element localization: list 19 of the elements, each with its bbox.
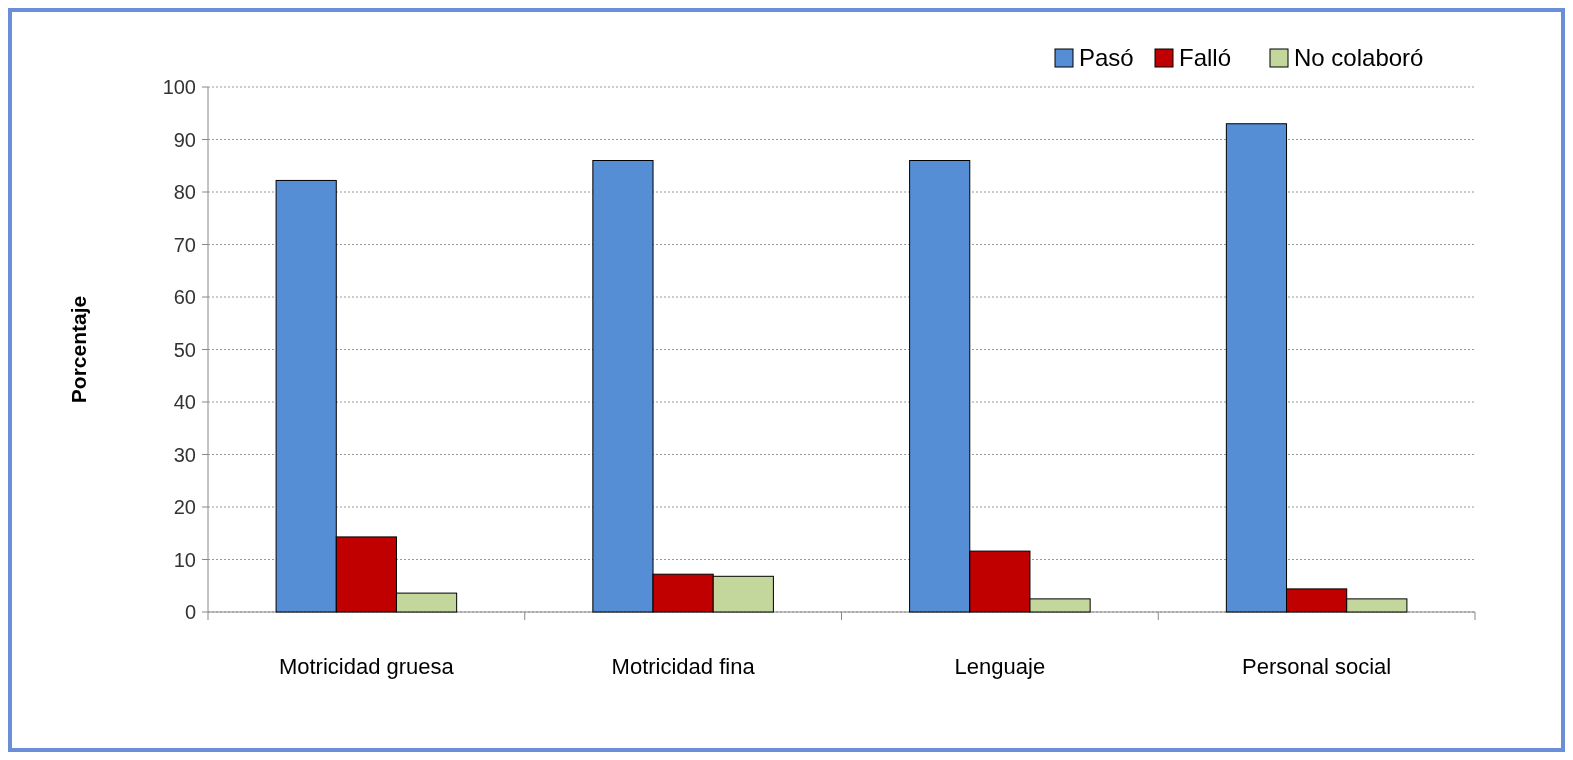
y-tick-label: 80 — [173, 181, 196, 203]
x-tick-label: Motricidad fina — [611, 654, 756, 679]
x-tick-label: Motricidad gruesa — [278, 654, 455, 679]
y-tick-label: 0 — [184, 601, 196, 623]
y-tick-label: 40 — [173, 391, 196, 413]
y-tick-label: 70 — [173, 233, 196, 256]
y-tick-label: 50 — [173, 338, 196, 361]
y-tick-label: 100 — [162, 76, 196, 98]
x-tick-label: Lenguaje — [954, 654, 1046, 679]
legend-label: No colaboró — [1294, 44, 1424, 72]
y-tick-label: 30 — [173, 443, 196, 466]
y-tick-label: 60 — [173, 286, 196, 308]
y-tick-label: 20 — [173, 496, 196, 518]
x-tick-label: Personal social — [1242, 654, 1392, 679]
legend-label: Pasó — [1079, 44, 1134, 72]
legend-label: Falló — [1179, 44, 1232, 72]
y-axis-title: Porcentaje — [67, 295, 90, 404]
y-tick-label: 10 — [173, 548, 196, 571]
y-tick-label: 90 — [173, 128, 196, 151]
